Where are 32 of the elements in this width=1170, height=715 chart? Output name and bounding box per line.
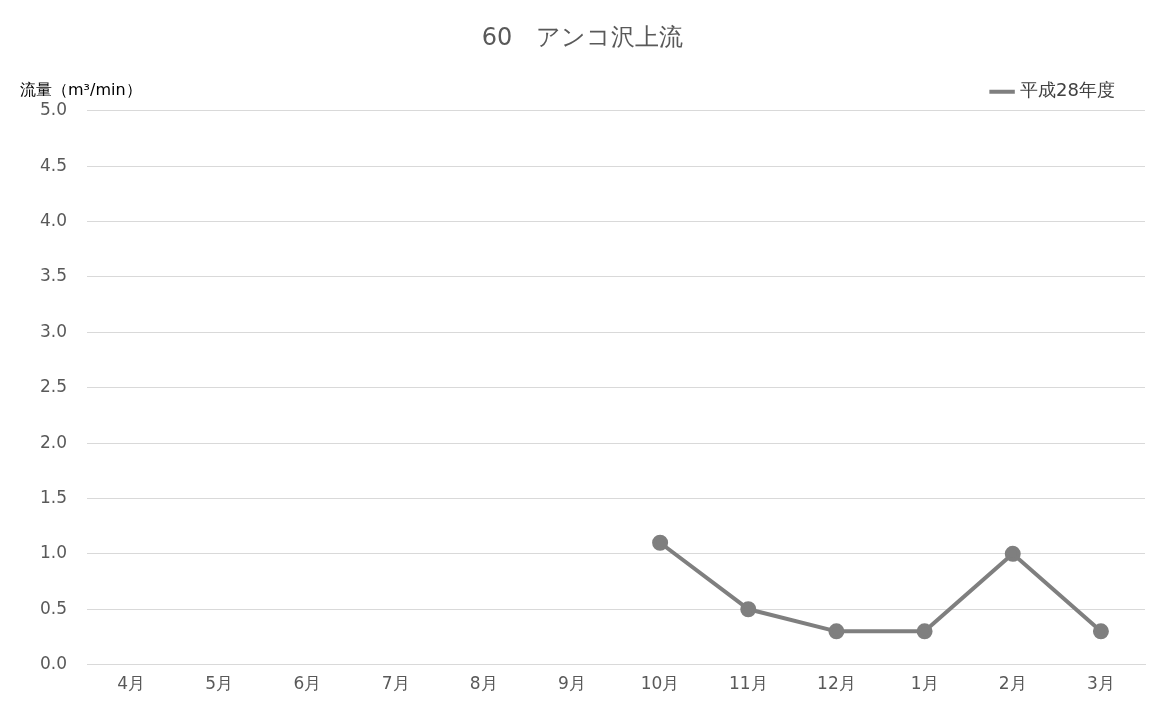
point (652, 534, 669, 551)
x-tick-label: 1月 (910, 673, 939, 694)
point (1092, 623, 1109, 640)
x-tick-label: 4月 (117, 673, 146, 694)
x-tick-label: 9月 (558, 673, 586, 694)
point (916, 623, 933, 640)
y-tick-label: 0.5 (39, 597, 68, 618)
y-tick-label: 1.5 (39, 486, 68, 507)
y-tick-label: 4.0 (39, 209, 68, 230)
y-tick-label: 0.0 (39, 653, 68, 674)
y-axis-title: 流量（m³/min） (20, 79, 142, 99)
point (828, 623, 845, 640)
point (740, 601, 757, 618)
y-tick-label: 1.0 (39, 542, 68, 563)
point (1004, 545, 1021, 562)
y-tick-label: 2.5 (39, 376, 68, 397)
x-tick-label: 12月 (817, 673, 856, 694)
y-tick-label: 4.5 (39, 154, 68, 175)
x-tick-label: 6月 (293, 673, 322, 694)
x-tick-label: 8月 (469, 673, 498, 694)
x-tick-label: 3月 (1087, 673, 1115, 694)
y-tick-label: 3.5 (39, 265, 68, 286)
x-tick-label: 7月 (381, 673, 410, 694)
y-tick-label: 2.0 (39, 431, 68, 452)
x-tick-label: 11月 (728, 673, 768, 694)
y-tick-label: 5.0 (39, 99, 68, 120)
x-tick-label: 5月 (205, 673, 234, 694)
x-tick-label: 10月 (640, 673, 680, 694)
y-tick-label: 3.0 (39, 320, 68, 341)
legend-label: 平成28年度 (1020, 79, 1115, 101)
chart-title: 60 アンコ沢上流 (481, 22, 684, 51)
x-tick-label: 2月 (998, 673, 1027, 694)
